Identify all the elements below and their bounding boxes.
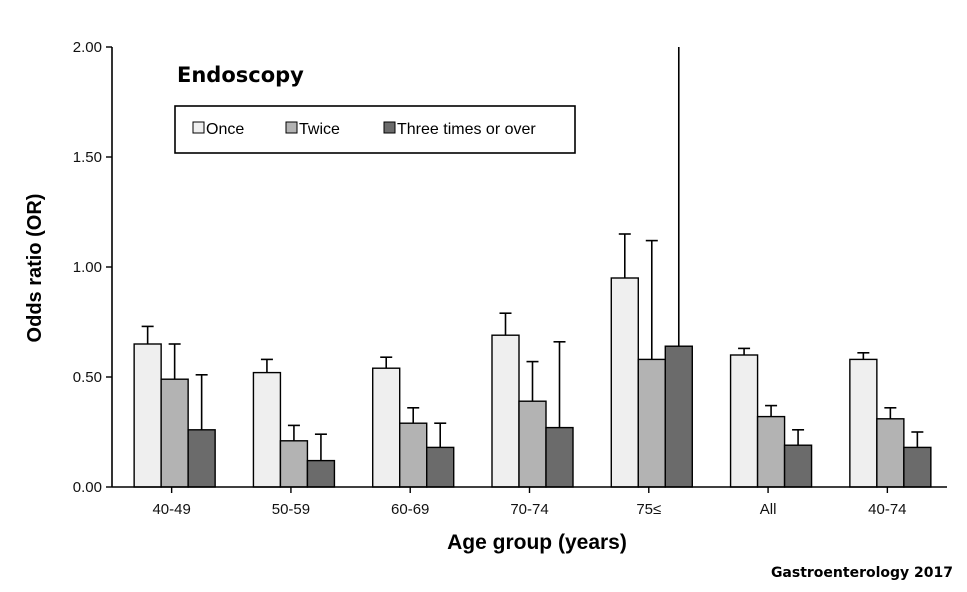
bar (545, 426, 574, 488)
bar (637, 358, 666, 488)
x-tick-label: 50-59 (272, 501, 310, 518)
bar (664, 345, 693, 488)
bar (876, 418, 905, 488)
bar (426, 446, 455, 488)
bar (518, 400, 547, 488)
x-tick-label: 40-74 (868, 501, 906, 518)
x-tick-label: All (760, 501, 777, 518)
bar (399, 422, 428, 488)
legend-swatch-twice (285, 121, 298, 134)
bar (306, 459, 336, 488)
x-tick-label: 60-69 (391, 501, 429, 518)
bar (491, 334, 520, 488)
legend-label-once: Once (206, 121, 244, 138)
bar (133, 343, 162, 488)
chart-title: Endoscopy (177, 63, 304, 87)
legend-label-twice: Twice (299, 121, 340, 138)
bar (849, 358, 878, 488)
bar (729, 354, 759, 488)
source-citation: Gastroenterology 2017 (771, 565, 953, 581)
bar (372, 367, 401, 488)
y-tick-label: 2.00 (73, 39, 102, 56)
bar (756, 415, 786, 488)
y-tick-label: 1.50 (73, 149, 102, 166)
x-tick-label: 40-49 (152, 501, 190, 518)
y-tick-label: 0.00 (73, 479, 102, 496)
x-tick-label: 70-74 (510, 501, 548, 518)
y-tick-label: 0.50 (73, 369, 102, 386)
bar (783, 444, 813, 488)
legend-box (174, 105, 576, 154)
legend-label-three: Three times or over (397, 121, 536, 138)
legend: Once Twice Three times or over (174, 105, 576, 154)
x-tick-label: 75≤ (636, 501, 661, 518)
bar (279, 440, 309, 488)
bar (252, 371, 282, 488)
legend-swatch-three (383, 121, 396, 134)
x-ticks-layer: 40-49 50-59 60-69 70-74 75≤ All 40-74 (152, 487, 907, 518)
x-axis-title: Age group (years) (447, 531, 627, 554)
y-tick-label: 1.00 (73, 259, 102, 276)
y-ticks-layer: 0.00 0.50 1.00 1.50 2.00 (73, 39, 112, 496)
error-bars-layer (141, 47, 924, 461)
bar (610, 277, 639, 488)
y-axis-title: Odds ratio (OR) (24, 194, 46, 343)
bar (903, 446, 932, 488)
bar (187, 429, 216, 488)
bar (160, 378, 189, 488)
bars-layer (133, 277, 932, 488)
legend-swatch-once (192, 121, 205, 134)
